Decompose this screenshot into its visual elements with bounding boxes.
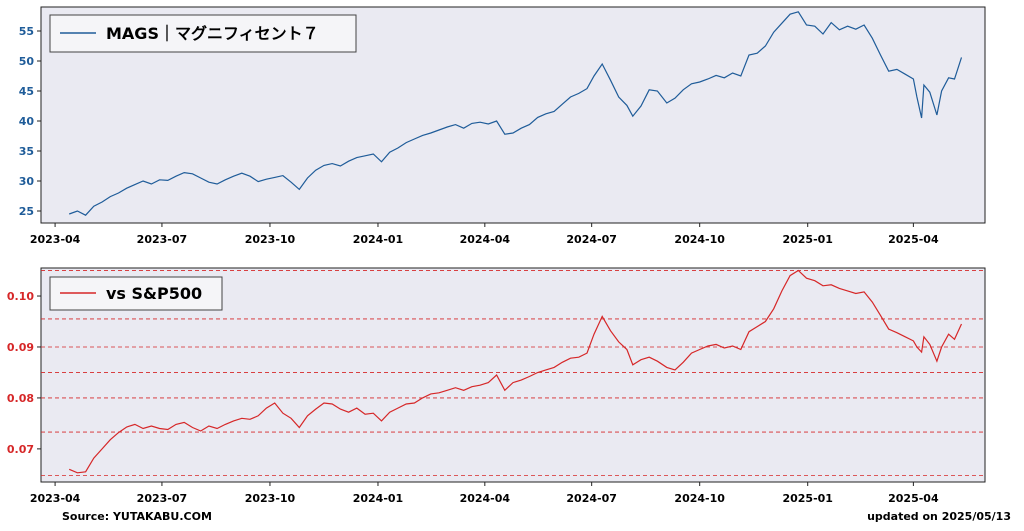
mags-xtick-label: 2025-04 xyxy=(888,233,939,246)
mags-xtick-label: 2024-04 xyxy=(460,233,511,246)
vs-sp500-xtick-label: 2023-07 xyxy=(137,492,188,505)
vs-sp500-xtick-label: 2023-10 xyxy=(245,492,296,505)
vs-sp500-panel: 0.07 0.08 0.09 0.10 2023-04 2023-07 2023-10 20… xyxy=(7,267,986,505)
vs-sp500-ratio-line xyxy=(68,269,963,474)
mags-xtick-label: 2024-01 xyxy=(353,233,404,246)
vs-sp500-xtick-label: 2024-10 xyxy=(674,492,725,505)
vs-sp500-legend-label: vs S&P500 xyxy=(106,284,202,303)
vs-sp500-legend: vs S&P500 xyxy=(49,276,223,311)
mags-ytick-label: 25 xyxy=(19,205,34,218)
updated-date: updated on 2025/05/13 xyxy=(867,510,1011,523)
mags-price-panel: 25 30 35 40 45 50 55 2023-04 2023-07 2023-10 2024… xyxy=(19,6,986,246)
mags-ytick-label: 50 xyxy=(19,55,35,68)
mags-xtick-label: 2023-04 xyxy=(30,233,81,246)
mags-xtick-label: 2024-07 xyxy=(566,233,617,246)
mags-price-line xyxy=(68,11,963,216)
mags-xtick-label: 2023-07 xyxy=(137,233,188,246)
vs-sp500-xtick-label: 2024-07 xyxy=(566,492,617,505)
mags-ytick-label: 35 xyxy=(19,145,34,158)
vs-sp500-ytick-label: 0.08 xyxy=(7,392,34,405)
mags-xtick-label: 2025-01 xyxy=(782,233,833,246)
mags-ytick-label: 55 xyxy=(19,25,34,38)
vs-sp500-xtick-label: 2025-01 xyxy=(782,492,833,505)
mags-legend-label: MAGS｜マグニフィセント７ xyxy=(106,24,319,43)
vs-sp500-xtick-label: 2024-01 xyxy=(353,492,404,505)
mags-xtick-label: 2023-10 xyxy=(245,233,296,246)
mags-legend-box xyxy=(49,14,357,53)
mags-ytick-label: 40 xyxy=(19,115,35,128)
vs-sp500-xtick-label: 2025-04 xyxy=(888,492,939,505)
mags-xtick-label: 2024-10 xyxy=(674,233,725,246)
mags-legend: MAGS｜マグニフィセント７ xyxy=(49,14,357,53)
vs-sp500-ytick-label: 0.07 xyxy=(7,443,34,456)
source-credit: Source: YUTAKABU.COM xyxy=(62,510,212,523)
vs-sp500-xtick-label: 2023-04 xyxy=(30,492,81,505)
mags-ytick-label: 45 xyxy=(19,85,34,98)
vs-sp500-ytick-label: 0.10 xyxy=(7,290,34,303)
mags-ytick-label: 30 xyxy=(19,175,35,188)
vs-sp500-xtick-label: 2024-04 xyxy=(460,492,511,505)
vs-sp500-ytick-label: 0.09 xyxy=(7,341,34,354)
